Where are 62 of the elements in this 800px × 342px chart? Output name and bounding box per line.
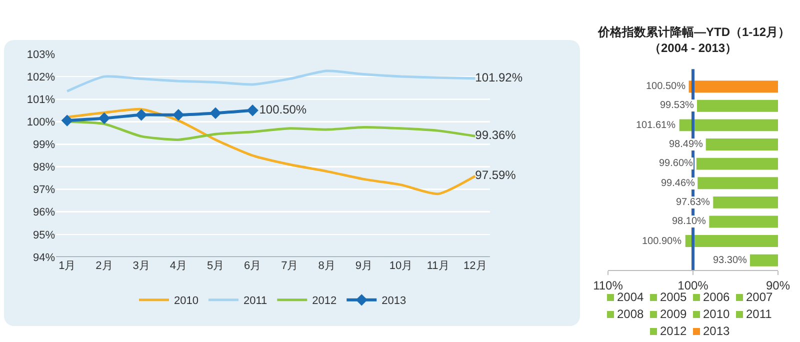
- x-tick-label: 4月: [170, 260, 187, 272]
- y-tick-label: 96%: [32, 206, 56, 219]
- point: [210, 107, 222, 119]
- legend-label: 2012: [660, 324, 687, 338]
- y-tick-label: 100%: [26, 116, 56, 129]
- legend-label: 2010: [174, 295, 198, 308]
- legend-label: 2012: [312, 295, 337, 308]
- data-label: 99.46%: [661, 178, 696, 189]
- y-tick-label: 97%: [32, 184, 56, 196]
- legend-label: 2011: [243, 295, 268, 308]
- x-tick-label: 9月: [355, 260, 372, 272]
- chart-title: 价格指数累计降幅—YTD（1-12月）: [597, 25, 790, 39]
- x-tick-label: 5月: [206, 260, 224, 272]
- y-tick-label: 101%: [26, 94, 56, 106]
- x-tick-label: 110%: [593, 278, 624, 292]
- data-label: 100.90%: [642, 236, 682, 247]
- y-tick-label: 94%: [32, 252, 56, 264]
- x-tick-label: 2月: [96, 260, 113, 272]
- legend-label: 2004: [617, 290, 644, 304]
- legend-label: 2013: [382, 295, 406, 308]
- x-tick-label: 7月: [281, 260, 298, 272]
- point: [246, 104, 258, 116]
- legend-label: 2011: [746, 307, 772, 321]
- data-label: 101.61%: [636, 120, 676, 131]
- x-tick-label: 1月: [58, 260, 76, 272]
- data-label: 93.30%: [713, 255, 748, 266]
- point: [135, 109, 148, 121]
- data-label: 97.59%: [475, 168, 516, 182]
- data-label: 98.10%: [672, 216, 706, 227]
- legend-label: 2010: [703, 307, 730, 321]
- legend-label: 2009: [660, 307, 687, 321]
- y-tick-label: 102%: [26, 71, 56, 84]
- x-tick-label: 12月: [464, 260, 487, 272]
- x-tick-label: 8月: [318, 260, 336, 272]
- data-label: 98.49%: [669, 139, 704, 150]
- data-label: 99.60%: [659, 158, 694, 169]
- legend-label: 2007: [746, 290, 773, 304]
- legend-label: 2005: [660, 290, 687, 304]
- x-tick-label: 11月: [426, 260, 450, 272]
- chart-subtitle: （2004 - 2013）: [649, 41, 738, 55]
- data-label: 97.63%: [676, 197, 710, 208]
- x-tick-label: 6月: [244, 260, 262, 272]
- y-tick-label: 103%: [26, 48, 56, 61]
- legend-label: 2006: [703, 290, 730, 304]
- x-tick-label: 10月: [389, 260, 413, 272]
- line-series: [66, 70, 476, 92]
- data-label: 100.50%: [646, 81, 686, 92]
- data-label: 101.92%: [475, 70, 523, 84]
- data-label: 100.50%: [259, 102, 307, 116]
- point: [61, 114, 73, 126]
- point: [172, 109, 184, 121]
- point: [98, 112, 110, 124]
- legend-label: 2013: [703, 324, 730, 338]
- y-tick-label: 95%: [32, 229, 56, 242]
- y-tick-label: 98%: [32, 162, 56, 174]
- x-tick-label: 90%: [766, 278, 790, 292]
- data-label: 99.36%: [475, 128, 516, 142]
- data-label: 99.53%: [660, 100, 694, 111]
- legend-label: 2008: [617, 307, 644, 321]
- y-tick-label: 99%: [32, 139, 56, 152]
- x-tick-label: 100%: [678, 278, 709, 292]
- x-tick-label: 3月: [132, 260, 150, 272]
